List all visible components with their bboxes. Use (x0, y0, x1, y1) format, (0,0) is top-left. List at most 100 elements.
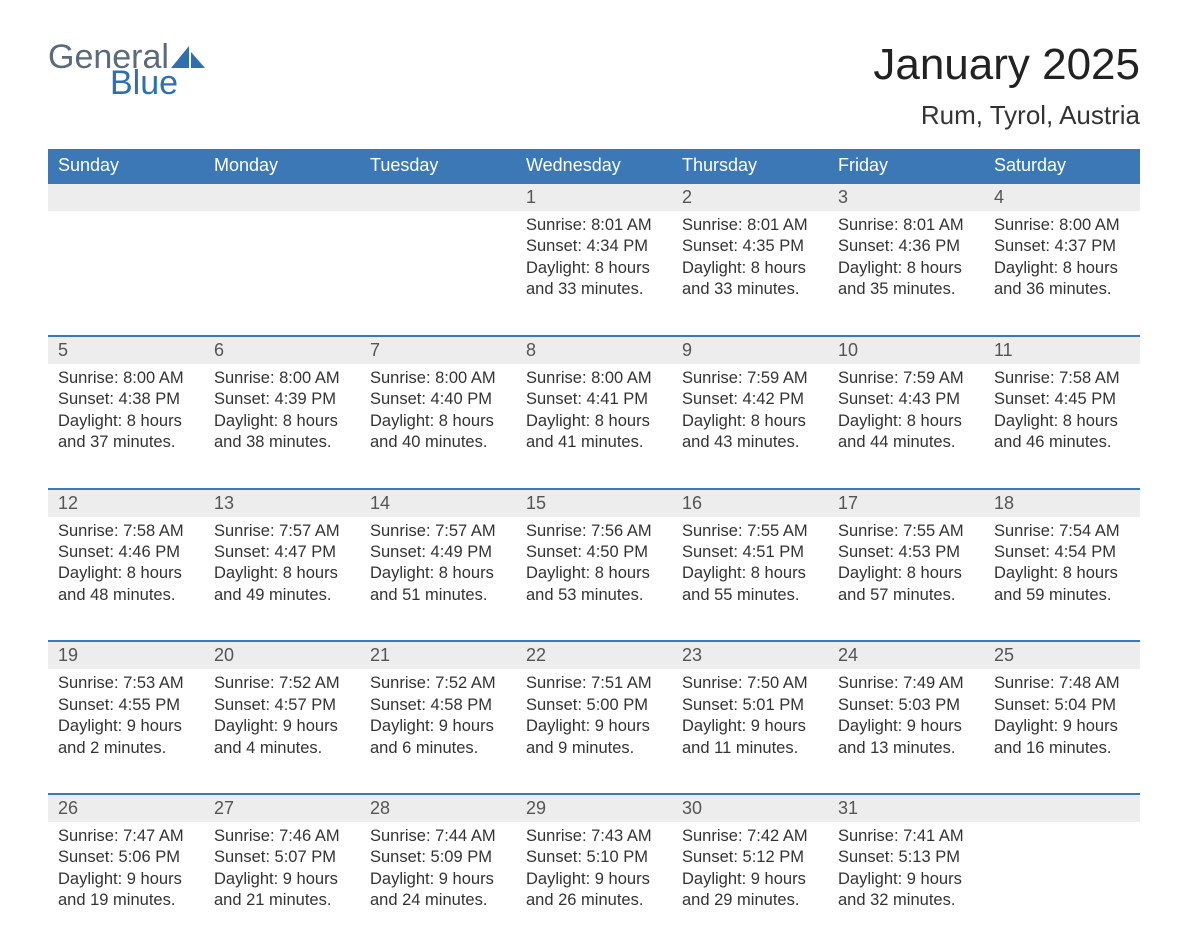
sunset-text: Sunset: 5:10 PM (526, 847, 662, 868)
week-row: 262728293031Sunrise: 7:47 AMSunset: 5:06… (48, 793, 1140, 946)
header: General Blue January 2025 Rum, Tyrol, Au… (48, 40, 1140, 143)
sunset-text: Sunset: 5:07 PM (214, 847, 350, 868)
day-cell: Sunrise: 7:48 AMSunset: 5:04 PMDaylight:… (984, 669, 1140, 793)
day-cell: Sunrise: 7:58 AMSunset: 4:45 PMDaylight:… (984, 364, 1140, 488)
sunset-text: Sunset: 4:47 PM (214, 542, 350, 563)
sunset-text: Sunset: 5:06 PM (58, 847, 194, 868)
sunset-text: Sunset: 4:35 PM (682, 236, 818, 257)
sunset-text: Sunset: 4:54 PM (994, 542, 1130, 563)
daylight-text: Daylight: 8 hours and 57 minutes. (838, 563, 974, 606)
sunrise-text: Sunrise: 7:56 AM (526, 521, 662, 542)
sunset-text: Sunset: 5:03 PM (838, 695, 974, 716)
day-number: 25 (984, 642, 1140, 669)
daylight-text: Daylight: 9 hours and 2 minutes. (58, 716, 194, 759)
day-cell: Sunrise: 7:57 AMSunset: 4:49 PMDaylight:… (360, 517, 516, 641)
daylight-text: Daylight: 8 hours and 35 minutes. (838, 258, 974, 301)
day-cell: Sunrise: 7:47 AMSunset: 5:06 PMDaylight:… (48, 822, 204, 946)
sunrise-text: Sunrise: 8:01 AM (838, 215, 974, 236)
daynum-strip: 12131415161718 (48, 490, 1140, 517)
daylight-text: Daylight: 9 hours and 21 minutes. (214, 869, 350, 912)
daylight-text: Daylight: 8 hours and 55 minutes. (682, 563, 818, 606)
day-cell: Sunrise: 8:00 AMSunset: 4:38 PMDaylight:… (48, 364, 204, 488)
sunset-text: Sunset: 5:01 PM (682, 695, 818, 716)
day-cell: Sunrise: 7:51 AMSunset: 5:00 PMDaylight:… (516, 669, 672, 793)
day-number: 1 (516, 184, 672, 211)
sunrise-text: Sunrise: 7:57 AM (370, 521, 506, 542)
sunrise-text: Sunrise: 7:54 AM (994, 521, 1130, 542)
day-number (48, 184, 204, 211)
day-number: 30 (672, 795, 828, 822)
day-number: 9 (672, 337, 828, 364)
sunrise-text: Sunrise: 7:59 AM (682, 368, 818, 389)
sunset-text: Sunset: 4:57 PM (214, 695, 350, 716)
day-cell: Sunrise: 7:54 AMSunset: 4:54 PMDaylight:… (984, 517, 1140, 641)
day-cell: Sunrise: 8:01 AMSunset: 4:35 PMDaylight:… (672, 211, 828, 335)
day-cell: Sunrise: 7:43 AMSunset: 5:10 PMDaylight:… (516, 822, 672, 946)
daylight-text: Daylight: 8 hours and 33 minutes. (682, 258, 818, 301)
sunset-text: Sunset: 4:46 PM (58, 542, 194, 563)
day-cell: Sunrise: 7:55 AMSunset: 4:51 PMDaylight:… (672, 517, 828, 641)
sunset-text: Sunset: 4:51 PM (682, 542, 818, 563)
daylight-text: Daylight: 9 hours and 19 minutes. (58, 869, 194, 912)
day-number: 23 (672, 642, 828, 669)
day-cell: Sunrise: 8:00 AMSunset: 4:41 PMDaylight:… (516, 364, 672, 488)
week-row: 567891011Sunrise: 8:00 AMSunset: 4:38 PM… (48, 335, 1140, 488)
sunset-text: Sunset: 4:42 PM (682, 389, 818, 410)
sunset-text: Sunset: 4:53 PM (838, 542, 974, 563)
calendar-weeks: 1234Sunrise: 8:01 AMSunset: 4:34 PMDayli… (48, 182, 1140, 946)
daylight-text: Daylight: 8 hours and 51 minutes. (370, 563, 506, 606)
day-number: 28 (360, 795, 516, 822)
daylight-text: Daylight: 8 hours and 33 minutes. (526, 258, 662, 301)
day-cell: Sunrise: 8:01 AMSunset: 4:34 PMDaylight:… (516, 211, 672, 335)
sunset-text: Sunset: 4:40 PM (370, 389, 506, 410)
sunrise-text: Sunrise: 7:52 AM (370, 673, 506, 694)
day-number: 3 (828, 184, 984, 211)
sunset-text: Sunset: 4:43 PM (838, 389, 974, 410)
sunset-text: Sunset: 5:13 PM (838, 847, 974, 868)
sunset-text: Sunset: 4:45 PM (994, 389, 1130, 410)
daylight-text: Daylight: 9 hours and 9 minutes. (526, 716, 662, 759)
sunrise-text: Sunrise: 7:55 AM (682, 521, 818, 542)
day-cell: Sunrise: 7:55 AMSunset: 4:53 PMDaylight:… (828, 517, 984, 641)
sunrise-text: Sunrise: 8:00 AM (58, 368, 194, 389)
logo-word-blue: Blue (110, 66, 205, 100)
day-number: 10 (828, 337, 984, 364)
sunset-text: Sunset: 5:00 PM (526, 695, 662, 716)
sunrise-text: Sunrise: 8:00 AM (370, 368, 506, 389)
day-number: 7 (360, 337, 516, 364)
day-cell: Sunrise: 7:52 AMSunset: 4:57 PMDaylight:… (204, 669, 360, 793)
day-number: 12 (48, 490, 204, 517)
day-number: 14 (360, 490, 516, 517)
day-cell: Sunrise: 7:56 AMSunset: 4:50 PMDaylight:… (516, 517, 672, 641)
dow-sunday: Sunday (48, 149, 204, 182)
dow-wednesday: Wednesday (516, 149, 672, 182)
sunrise-text: Sunrise: 7:47 AM (58, 826, 194, 847)
sunrise-text: Sunrise: 7:48 AM (994, 673, 1130, 694)
sunrise-text: Sunrise: 8:01 AM (682, 215, 818, 236)
sunrise-text: Sunrise: 7:55 AM (838, 521, 974, 542)
sunrise-text: Sunrise: 7:46 AM (214, 826, 350, 847)
dow-saturday: Saturday (984, 149, 1140, 182)
sunset-text: Sunset: 4:37 PM (994, 236, 1130, 257)
day-number: 21 (360, 642, 516, 669)
daylight-text: Daylight: 8 hours and 38 minutes. (214, 411, 350, 454)
logo: General Blue (48, 40, 205, 100)
day-number (204, 184, 360, 211)
sunset-text: Sunset: 4:34 PM (526, 236, 662, 257)
daylight-text: Daylight: 9 hours and 4 minutes. (214, 716, 350, 759)
day-cell: Sunrise: 7:58 AMSunset: 4:46 PMDaylight:… (48, 517, 204, 641)
daylight-text: Daylight: 9 hours and 32 minutes. (838, 869, 974, 912)
sunset-text: Sunset: 4:49 PM (370, 542, 506, 563)
day-number: 24 (828, 642, 984, 669)
daylight-text: Daylight: 9 hours and 16 minutes. (994, 716, 1130, 759)
day-number: 2 (672, 184, 828, 211)
sunrise-text: Sunrise: 8:01 AM (526, 215, 662, 236)
day-cell: Sunrise: 7:53 AMSunset: 4:55 PMDaylight:… (48, 669, 204, 793)
day-number: 6 (204, 337, 360, 364)
daylight-text: Daylight: 8 hours and 37 minutes. (58, 411, 194, 454)
sunrise-text: Sunrise: 7:43 AM (526, 826, 662, 847)
sunrise-text: Sunrise: 7:50 AM (682, 673, 818, 694)
day-cell: Sunrise: 7:49 AMSunset: 5:03 PMDaylight:… (828, 669, 984, 793)
day-number: 20 (204, 642, 360, 669)
daylight-text: Daylight: 9 hours and 6 minutes. (370, 716, 506, 759)
